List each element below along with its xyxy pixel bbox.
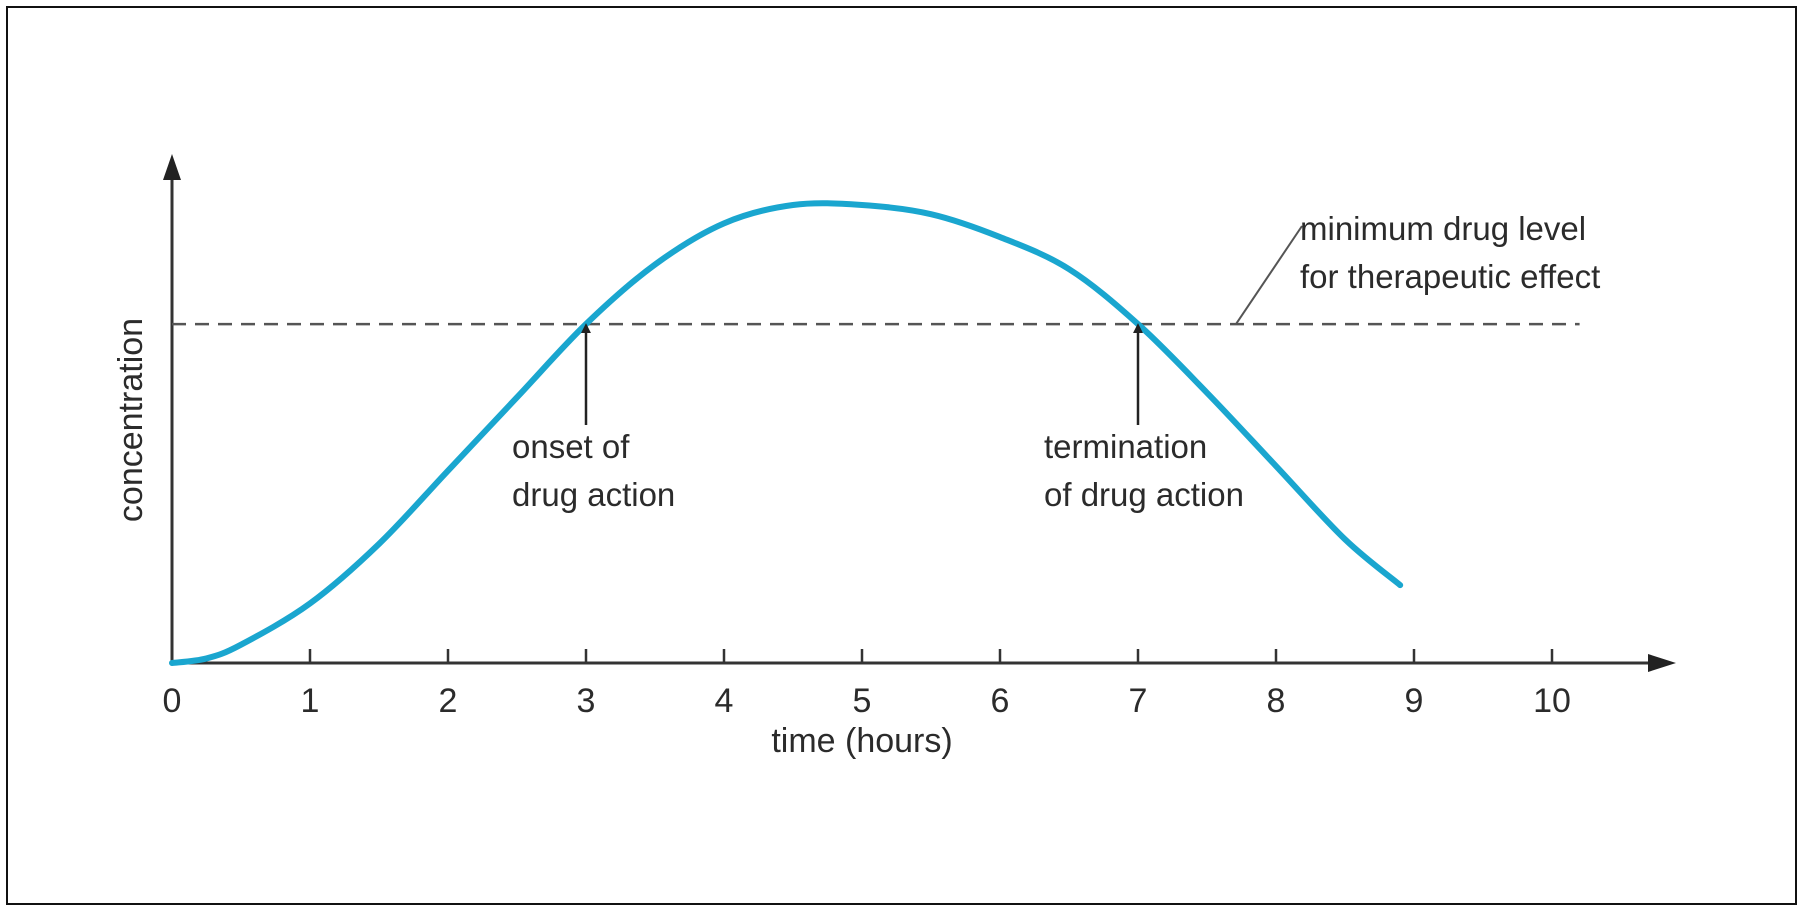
x-tick-label: 8: [1267, 682, 1286, 720]
x-tick-label: 7: [1129, 682, 1148, 720]
figure-frame: [6, 6, 1797, 905]
termination-label-line2: of drug action: [1044, 476, 1244, 513]
y-axis-arrowhead: [163, 154, 181, 180]
onset-label-line1: onset of: [512, 428, 630, 465]
annotations-group: [581, 323, 1143, 425]
x-tick-label: 4: [715, 682, 734, 720]
x-tick-label: 10: [1533, 682, 1571, 720]
x-axis-label: time (hours): [771, 722, 952, 760]
threshold-label-line1: minimum drug level: [1300, 210, 1586, 247]
x-tick-label: 0: [163, 682, 182, 720]
axes: 0 1 2 3 4 5 6 7 8 9 10: [163, 154, 1676, 720]
x-tick-label: 5: [853, 682, 872, 720]
concentration-curve: [169, 200, 1404, 666]
x-tick-label: 1: [301, 682, 320, 720]
onset-label-line2: drug action: [512, 476, 675, 513]
series-group: [169, 200, 1404, 666]
x-axis-arrowhead: [1648, 654, 1676, 672]
y-axis-label: concentration: [112, 318, 150, 522]
x-tick-label: 6: [991, 682, 1010, 720]
x-tick-label: 2: [439, 682, 458, 720]
threshold-group: [172, 225, 1580, 326]
threshold-leader-line: [1235, 225, 1303, 325]
x-tick-label: 3: [577, 682, 596, 720]
termination-label-line1: termination: [1044, 428, 1207, 465]
x-tick-label: 9: [1405, 682, 1424, 720]
threshold-label-line2: for therapeutic effect: [1300, 258, 1600, 295]
